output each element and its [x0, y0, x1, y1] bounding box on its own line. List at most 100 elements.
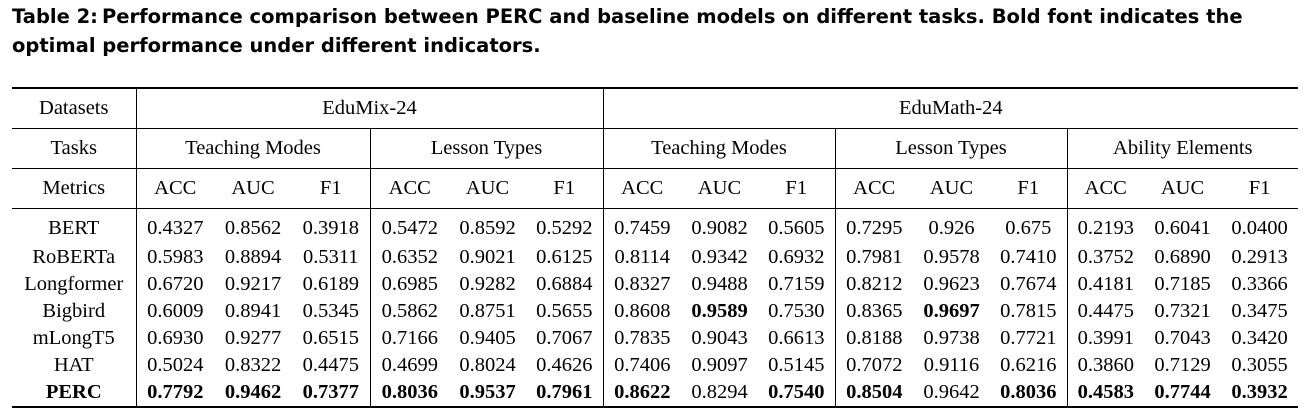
table-cell: 0.7321 — [1154, 300, 1211, 322]
model-name: HAT — [53, 354, 94, 376]
table-cell: 0.7159 — [768, 273, 825, 295]
table-cell: 0.7981 — [834, 244, 913, 271]
metric-header: ACC — [1066, 168, 1144, 209]
table-cell: 0.6515 — [302, 327, 359, 349]
table-cell: 0.7043 — [1154, 327, 1211, 349]
table-cell: 0.926 — [928, 217, 975, 239]
caption-text: Performance comparison between PERC and … — [12, 5, 1243, 57]
table-cell: 0.8592 — [459, 217, 516, 239]
table-cell: 0.4181 — [1066, 271, 1144, 298]
table-cell: 0.5655 — [536, 300, 593, 322]
table-cell: 0.3918 — [302, 217, 359, 239]
table-cell: 0.6352 — [369, 244, 449, 271]
table-cell: 0.4475 — [1066, 298, 1144, 325]
table-cell: 0.9642 — [913, 379, 990, 408]
model-name: Longformer — [24, 273, 124, 295]
table-cell: 0.7792 — [135, 379, 214, 408]
table-cell: 0.6720 — [135, 271, 214, 298]
table-cell: 0.8322 — [224, 354, 282, 376]
model-name: mLongT5 — [32, 327, 115, 349]
table-cell: 0.8894 — [224, 246, 282, 268]
table-cell: 0.8562 — [224, 217, 282, 239]
tasks-row: Tasks Teaching Modes Lesson Types Teachi… — [12, 128, 1299, 169]
table-cell: 0.4626 — [536, 354, 593, 376]
table-cell: 0.9043 — [691, 327, 748, 349]
table-cell: 0.3752 — [1066, 244, 1144, 271]
tasks-label: Tasks — [12, 128, 136, 169]
table-cell: 0.5311 — [302, 246, 359, 268]
table-caption: Table 2: Performance comparison between P… — [12, 2, 1302, 60]
table-cell: 0.7744 — [1144, 379, 1221, 408]
table-body: BERT 0.4327 0.8562 0.3918 0.5472 0.8592 0.5292… — [12, 208, 1299, 408]
table-cell: 0.6932 — [768, 246, 825, 268]
table-cell: 0.5983 — [135, 244, 214, 271]
table-cell: 0.7295 — [834, 208, 913, 244]
model-name: BERT — [48, 217, 100, 239]
metric-header: F1 — [292, 168, 370, 209]
task-header: Teaching Modes — [135, 128, 370, 169]
table-cell: 0.5605 — [768, 217, 825, 239]
metric-header: ACC — [135, 168, 214, 209]
table-cell: 0.7166 — [369, 325, 449, 352]
task-header: Ability Elements — [1066, 128, 1299, 169]
table-cell: 0.7129 — [1154, 354, 1211, 376]
table-cell: 0.7674 — [1000, 273, 1057, 295]
table-cell: 0.5862 — [369, 298, 449, 325]
metric-header: F1 — [1221, 168, 1299, 209]
table-cell: 0.3991 — [1066, 325, 1144, 352]
table-cell: 0.8036 — [369, 379, 449, 408]
table-cell: 0.8294 — [681, 379, 758, 408]
table-cell: 0.5345 — [302, 300, 359, 322]
table-cell: 0.7410 — [1000, 246, 1057, 268]
table-cell: 0.6930 — [135, 325, 214, 352]
table-cell: 0.8036 — [990, 379, 1067, 408]
table-cell: 0.5145 — [768, 354, 825, 376]
table-cell: 0.8114 — [602, 244, 681, 271]
table-row: RoBERTa 0.5983 0.8894 0.5311 0.6352 0.9021 0.6… — [12, 244, 1298, 271]
table-row: mLongT5 0.6930 0.9277 0.6515 0.7166 0.9405 0.7… — [12, 325, 1298, 352]
table-cell: 0.7721 — [1000, 327, 1057, 349]
table-cell: 0.5024 — [135, 352, 214, 379]
metric-header: AUC — [913, 168, 990, 209]
table-cell: 0.6890 — [1154, 246, 1211, 268]
table-cell: 0.8365 — [834, 298, 913, 325]
table-cell: 0.8024 — [459, 354, 516, 376]
table-cell: 0.3932 — [1221, 379, 1299, 408]
metric-header: ACC — [834, 168, 913, 209]
table-cell: 0.7185 — [1154, 273, 1211, 295]
table-cell: 0.4475 — [302, 354, 359, 376]
metrics-label: Metrics — [12, 168, 136, 209]
table-cell: 0.8751 — [459, 300, 516, 322]
metric-header: AUC — [449, 168, 526, 209]
table-cell: 0.7835 — [602, 325, 681, 352]
table-cell: 0.9578 — [923, 246, 980, 268]
table-cell: 0.4327 — [135, 208, 214, 244]
table-cell: 0.3420 — [1231, 327, 1288, 349]
metric-header: ACC — [602, 168, 681, 209]
table-cell: 0.6125 — [536, 246, 593, 268]
table-cell: 0.3055 — [1231, 354, 1288, 376]
table-row: PERC 0.7792 0.9462 0.7377 0.8036 0.9537 0.7961… — [12, 379, 1299, 408]
table-cell: 0.9021 — [459, 246, 516, 268]
table-cell: 0.8327 — [602, 271, 681, 298]
table-cell: 0.4583 — [1066, 379, 1144, 408]
table-cell: 0.6613 — [768, 327, 825, 349]
task-header: Teaching Modes — [602, 128, 835, 169]
model-name: PERC — [12, 379, 136, 408]
metric-header: F1 — [758, 168, 835, 209]
table-cell: 0.8504 — [834, 379, 913, 408]
table-cell: 0.9116 — [923, 354, 980, 376]
table-cell: 0.9488 — [691, 273, 748, 295]
table-cell: 0.675 — [1005, 217, 1052, 239]
results-table: Datasets EduMix-24 EduMath-24 Tasks Teac… — [12, 87, 1299, 408]
table-cell: 0.9589 — [691, 300, 748, 322]
table-cell: 0.7072 — [834, 352, 913, 379]
table-cell: 0.9738 — [923, 327, 980, 349]
table-cell: 0.7406 — [602, 352, 681, 379]
metric-header: AUC — [214, 168, 292, 209]
datasets-row: Datasets EduMix-24 EduMath-24 — [12, 87, 1299, 129]
table-cell: 0.5472 — [369, 208, 449, 244]
table-cell: 0.9623 — [923, 273, 980, 295]
task-header: Lesson Types — [369, 128, 603, 169]
table-cell: 0.3475 — [1231, 300, 1288, 322]
